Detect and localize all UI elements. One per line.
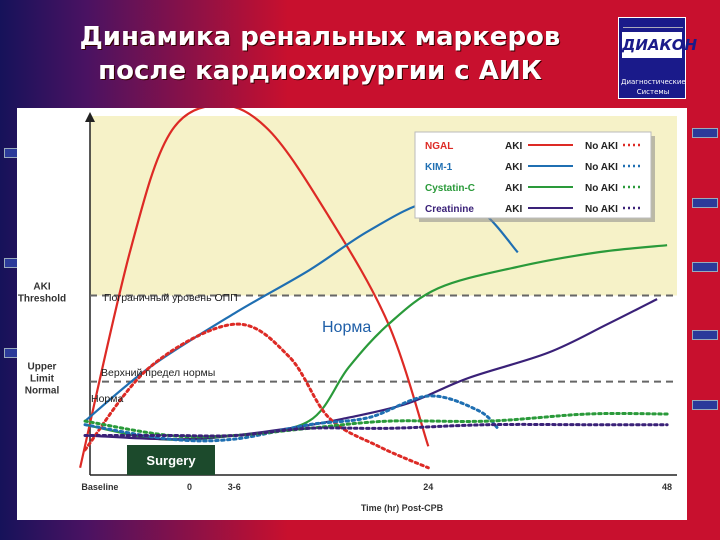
- right-deco-mark-3: [692, 262, 718, 272]
- legend-marker-name: KIM-1: [425, 162, 453, 173]
- surgery-box: [127, 445, 215, 475]
- y-axis-arrow-icon: [85, 112, 95, 122]
- surgery-label: Surgery: [146, 453, 196, 468]
- right-deco-mark-4: [692, 330, 718, 340]
- title-line-2: после кардиохирургии с АИК: [98, 56, 542, 86]
- series-line-creatinine-no-aki: [83, 422, 669, 438]
- x-tick-label: 48: [662, 482, 672, 492]
- slide-title: Динамика ренальных маркеров после кардио…: [40, 20, 600, 88]
- legend-no-aki-label: No AKI: [585, 162, 618, 173]
- logo-subtitle-2: Системы: [636, 88, 670, 96]
- legend-marker-name: NGAL: [425, 141, 453, 152]
- y-tick-upper-limit-normal: Upper Limit Normal: [25, 362, 60, 397]
- legend-no-aki-label: No AKI: [585, 141, 618, 152]
- series-line-creatinine-aki: [84, 298, 658, 441]
- right-deco-mark-1: [692, 128, 718, 138]
- series-line-cystatin-c-no-aki: [83, 411, 669, 439]
- logo-subtitle-1: Диагностические: [621, 78, 686, 86]
- legend-aki-label: AKI: [505, 162, 522, 173]
- y-tick-label: Limit: [30, 374, 55, 385]
- x-tick-label: 3-6: [228, 482, 241, 492]
- y-tick-aki-threshold: AKI Threshold: [18, 282, 66, 305]
- right-deco-mark-2: [692, 198, 718, 208]
- x-axis-title: Time (hr) Post-CPB: [361, 503, 444, 513]
- x-tick-label: 24: [423, 482, 433, 492]
- y-tick-label: Upper: [28, 362, 57, 373]
- legend-marker-name: Cystatin-C: [425, 183, 475, 194]
- chart-card: AKI Threshold Upper Limit Normal Surgery…: [17, 104, 687, 520]
- series-line-ngal-no-aki: [83, 322, 430, 470]
- legend-marker-name: Creatinine: [425, 204, 474, 215]
- series-line-kim-1-no-aki: [83, 394, 500, 443]
- legend-aki-label: AKI: [505, 204, 522, 215]
- logo-brand-text: ДИАКОН: [622, 32, 697, 58]
- title-line-1: Динамика ренальных маркеров: [79, 22, 561, 52]
- borderline-annotation: Пограничный уровень ОПП: [104, 292, 238, 304]
- legend: NGAL AKI No AKI KIM-1 AKI No AKI Cystatin-C AKI…: [414, 131, 655, 222]
- legend-no-aki-label: No AKI: [585, 183, 618, 194]
- norm-annotation-large: Норма: [322, 319, 371, 336]
- y-tick-label: Threshold: [18, 294, 66, 305]
- diakon-logo: ДИАКОН Диагностические Системы: [618, 17, 697, 99]
- legend-no-aki-label: No AKI: [585, 204, 618, 215]
- right-deco-mark-5: [692, 400, 718, 410]
- legend-box: [414, 131, 652, 219]
- legend-aki-label: AKI: [505, 141, 522, 152]
- legend-aki-label: AKI: [505, 183, 522, 194]
- x-tick-label: 0: [187, 482, 192, 492]
- upper-limit-annotation: Верхний предел нормы: [101, 367, 215, 379]
- norm-annotation-small: Норма: [91, 393, 123, 405]
- logo-top-strip: [623, 21, 683, 28]
- x-tick-label: Baseline: [81, 482, 118, 492]
- x-tick-labels: Baseline 0 3-6 24 48: [81, 482, 672, 492]
- series-line-ngal-aki: [79, 104, 430, 469]
- y-tick-label: AKI: [33, 282, 50, 293]
- y-tick-label: Normal: [25, 386, 60, 397]
- marker-dynamics-chart: AKI Threshold Upper Limit Normal Surgery…: [18, 104, 677, 513]
